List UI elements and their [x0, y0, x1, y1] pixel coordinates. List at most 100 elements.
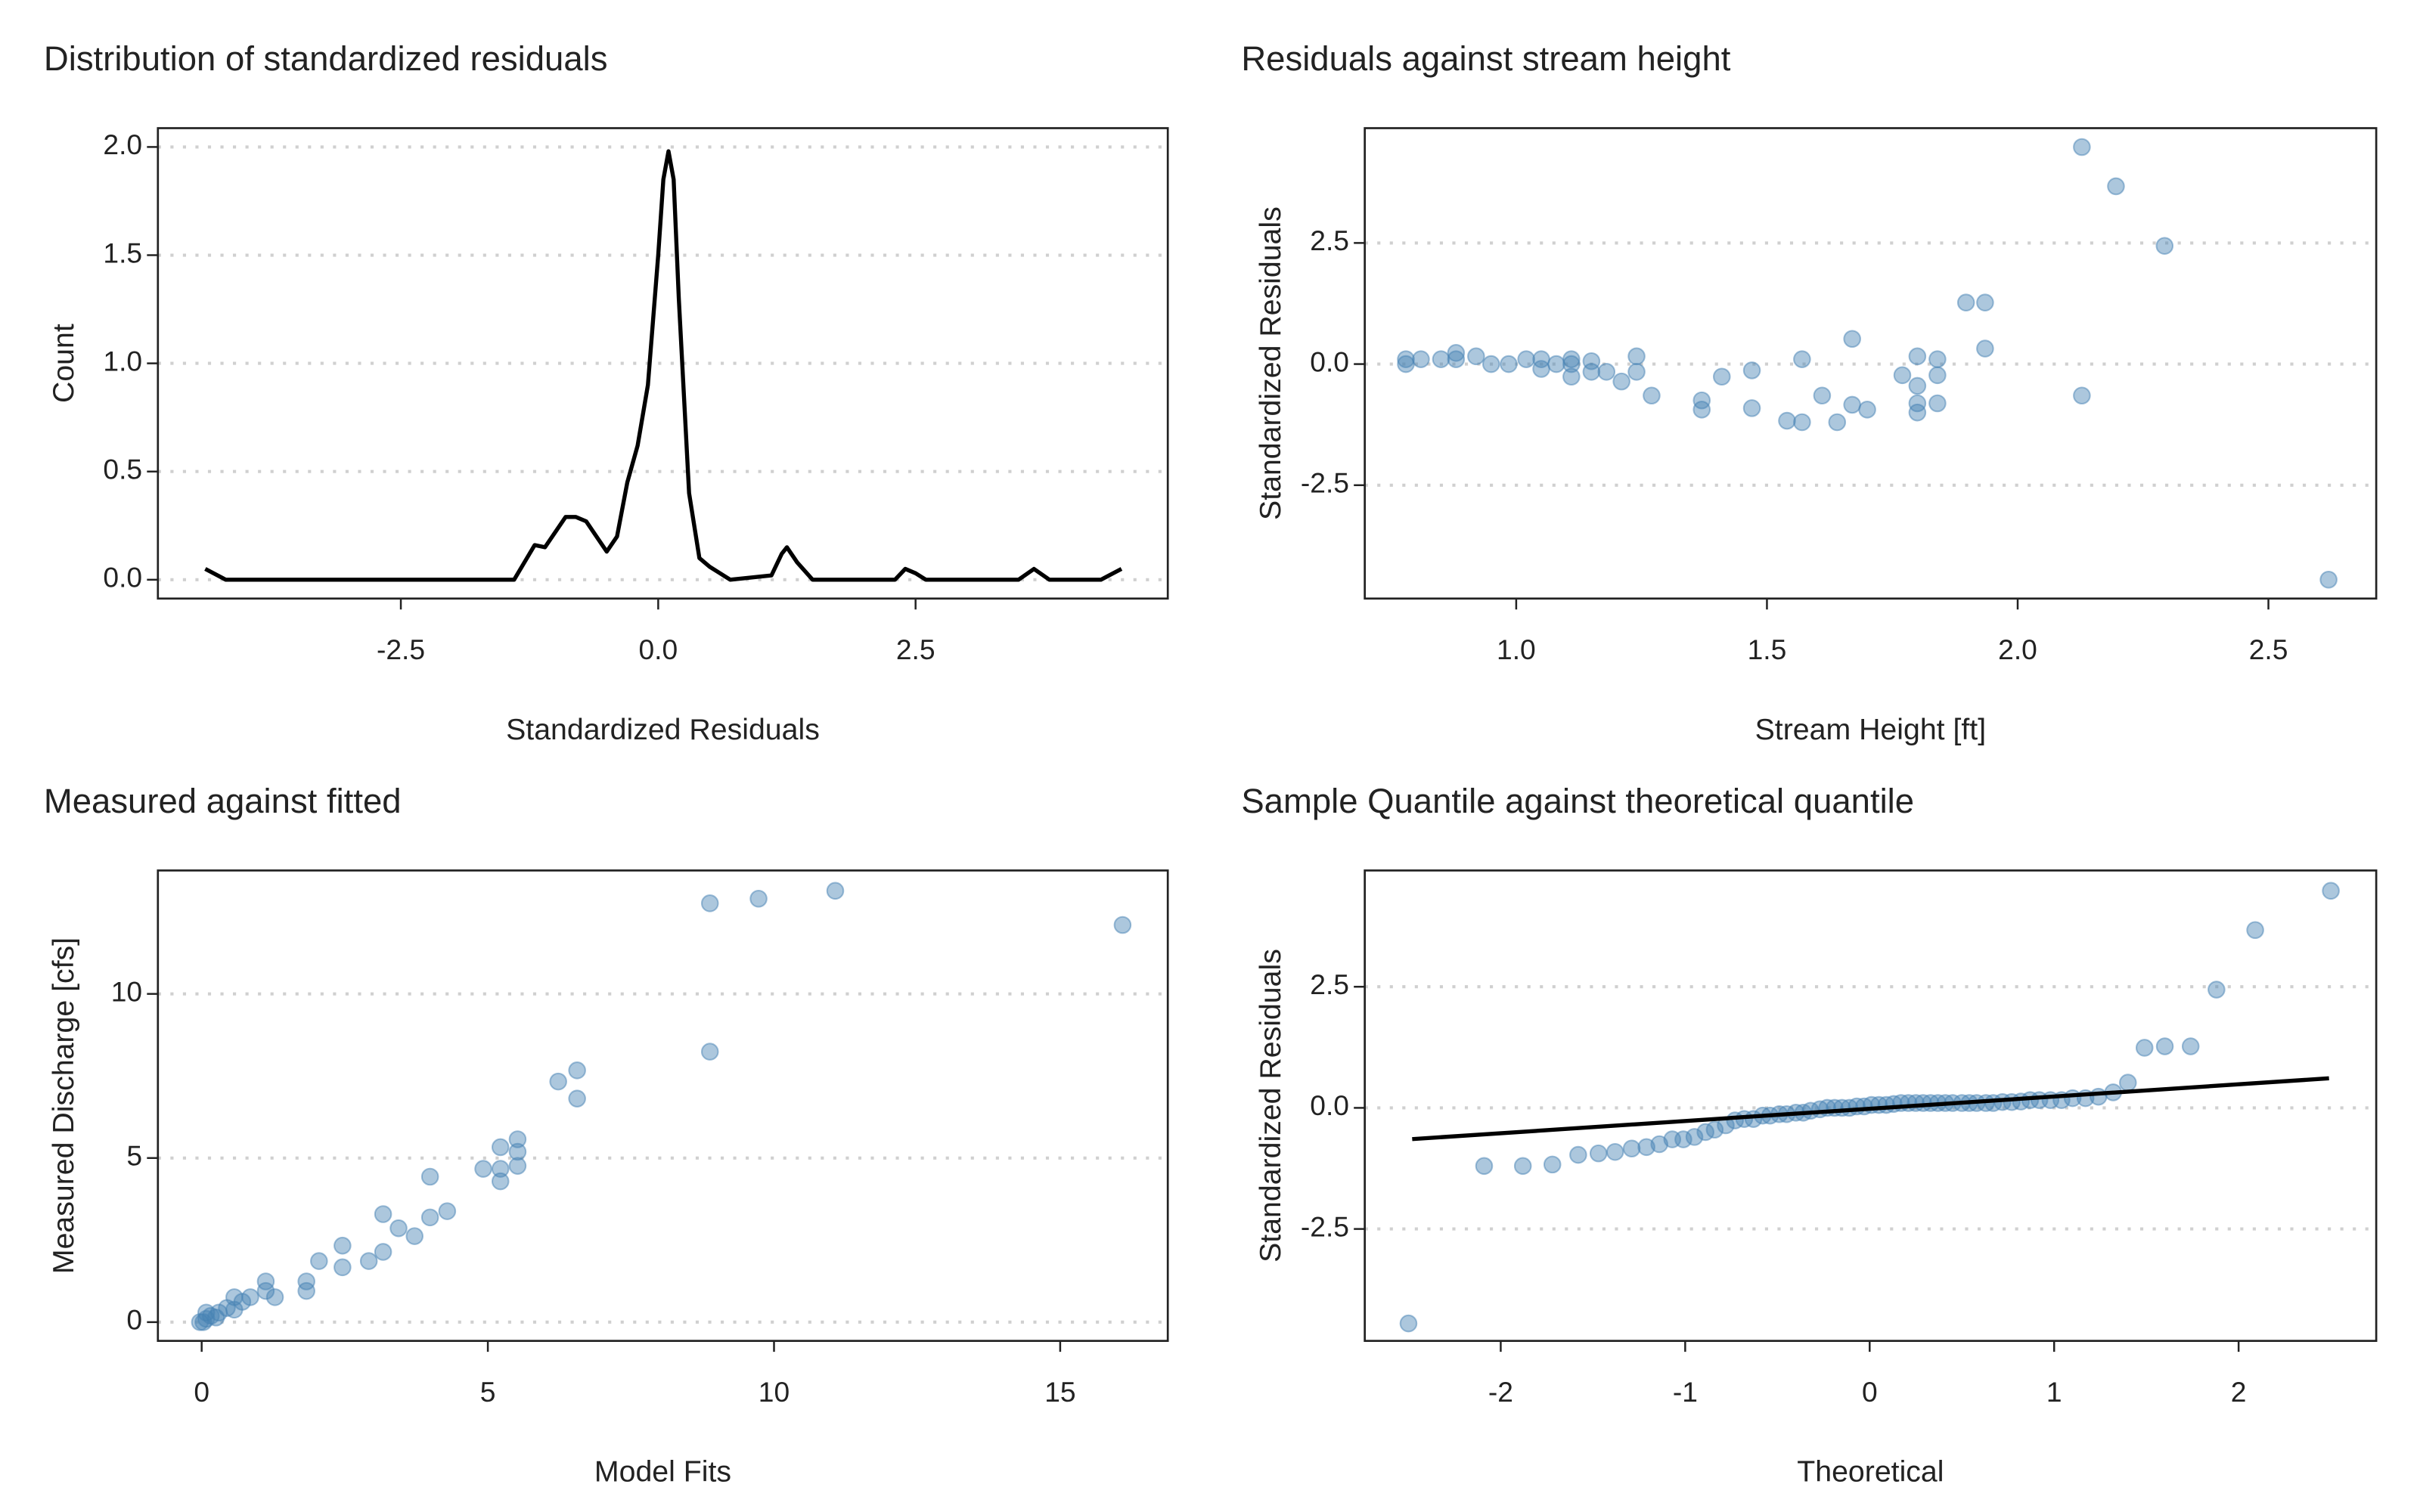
x-tick-label: 10: [759, 1376, 790, 1408]
y-tick-label: 2.5: [1310, 968, 1349, 1000]
point: [1908, 394, 1927, 413]
point: [1447, 344, 1466, 362]
point: [1467, 347, 1485, 366]
panel-title: Distribution of standardized residuals: [44, 39, 608, 78]
point: [1928, 366, 1947, 385]
panel: Sample Quantile against theoretical quan…: [1241, 782, 2378, 1489]
point: [265, 1288, 284, 1306]
point: [1582, 363, 1601, 381]
point: [1793, 350, 1811, 368]
point: [549, 1072, 567, 1091]
point: [1778, 411, 1796, 430]
point: [1793, 413, 1811, 432]
y-tick-label: 1.5: [103, 237, 142, 268]
point: [1908, 376, 1927, 395]
y-tick-label: 1.0: [103, 345, 142, 376]
point: [508, 1157, 527, 1175]
point: [2322, 881, 2340, 900]
point: [1712, 367, 1731, 386]
point: [191, 1313, 209, 1331]
point: [2207, 981, 2226, 999]
point: [1928, 394, 1947, 413]
point: [1637, 1138, 1655, 1157]
point: [2089, 1087, 2108, 1106]
point: [1597, 363, 1616, 381]
x-tick-label: -1: [1673, 1376, 1698, 1408]
point: [1643, 386, 1661, 405]
point: [2135, 1039, 2154, 1057]
point: [206, 1308, 225, 1327]
point: [1705, 1120, 1724, 1139]
y-tick-label: -2.5: [1301, 467, 1349, 499]
point: [1513, 1157, 1532, 1176]
point: [1956, 293, 1975, 311]
point: [374, 1243, 392, 1261]
point: [334, 1258, 352, 1277]
point: [1447, 350, 1466, 368]
point: [1976, 339, 1994, 358]
y-tick-label: 2.0: [103, 129, 142, 160]
point: [1692, 401, 1711, 419]
point: [1399, 1314, 1418, 1333]
y-tick-label: 5: [126, 1140, 142, 1172]
point: [334, 1236, 352, 1255]
point: [1908, 347, 1927, 366]
x-tick-label: 0: [1862, 1376, 1878, 1408]
point: [491, 1172, 510, 1191]
x-tick-label: -2: [1488, 1376, 1513, 1408]
point: [420, 1167, 439, 1186]
point: [2107, 177, 2125, 196]
x-tick-label: 1.0: [1497, 634, 1536, 665]
point: [826, 881, 845, 900]
point: [2073, 386, 2091, 405]
point: [438, 1202, 457, 1220]
x-tick-label: 15: [1044, 1376, 1075, 1408]
point: [1517, 350, 1535, 368]
point: [2073, 138, 2091, 156]
x-tick-label: 1.5: [1748, 634, 1787, 665]
point: [1828, 413, 1847, 432]
y-axis-label: Measured Discharge [cfs]: [47, 937, 80, 1274]
x-tick-label: 2.0: [1998, 634, 2037, 665]
x-tick-label: 2.5: [896, 634, 935, 665]
point: [1606, 1142, 1624, 1161]
point: [1562, 367, 1581, 386]
point: [1397, 350, 1415, 368]
point: [256, 1281, 275, 1300]
y-axis-label: Standardized Residuals: [1254, 206, 1287, 520]
point: [1569, 1145, 1587, 1164]
point: [2319, 570, 2338, 589]
x-axis-label: Model Fits: [594, 1455, 731, 1489]
point: [1500, 355, 1518, 373]
point: [374, 1205, 392, 1223]
panel: Distribution of standardized residuals St…: [44, 39, 1169, 746]
point: [1532, 350, 1550, 368]
point: [1742, 361, 1761, 380]
point: [491, 1138, 510, 1157]
point: [700, 1043, 719, 1061]
point: [1685, 1128, 1704, 1146]
point: [2155, 1037, 2174, 1055]
point: [1562, 355, 1581, 373]
x-axis-label: Theoretical: [1797, 1455, 1944, 1489]
y-axis-label: Count: [47, 324, 80, 403]
point: [568, 1089, 586, 1108]
y-tick-label: 10: [111, 976, 142, 1008]
point: [1589, 1144, 1608, 1163]
x-tick-label: -2.5: [377, 634, 425, 665]
point: [2155, 237, 2174, 256]
point: [1674, 1130, 1692, 1148]
x-tick-label: 0: [194, 1376, 209, 1408]
point: [1627, 347, 1646, 366]
x-tick-label: 2: [2231, 1376, 2247, 1408]
point: [1612, 372, 1630, 391]
point: [700, 894, 719, 912]
point: [297, 1272, 315, 1290]
point: [405, 1227, 424, 1245]
point: [359, 1252, 378, 1270]
y-tick-label: 0.5: [103, 454, 142, 485]
point: [474, 1160, 492, 1178]
point: [568, 1061, 586, 1080]
point: [1627, 363, 1646, 381]
